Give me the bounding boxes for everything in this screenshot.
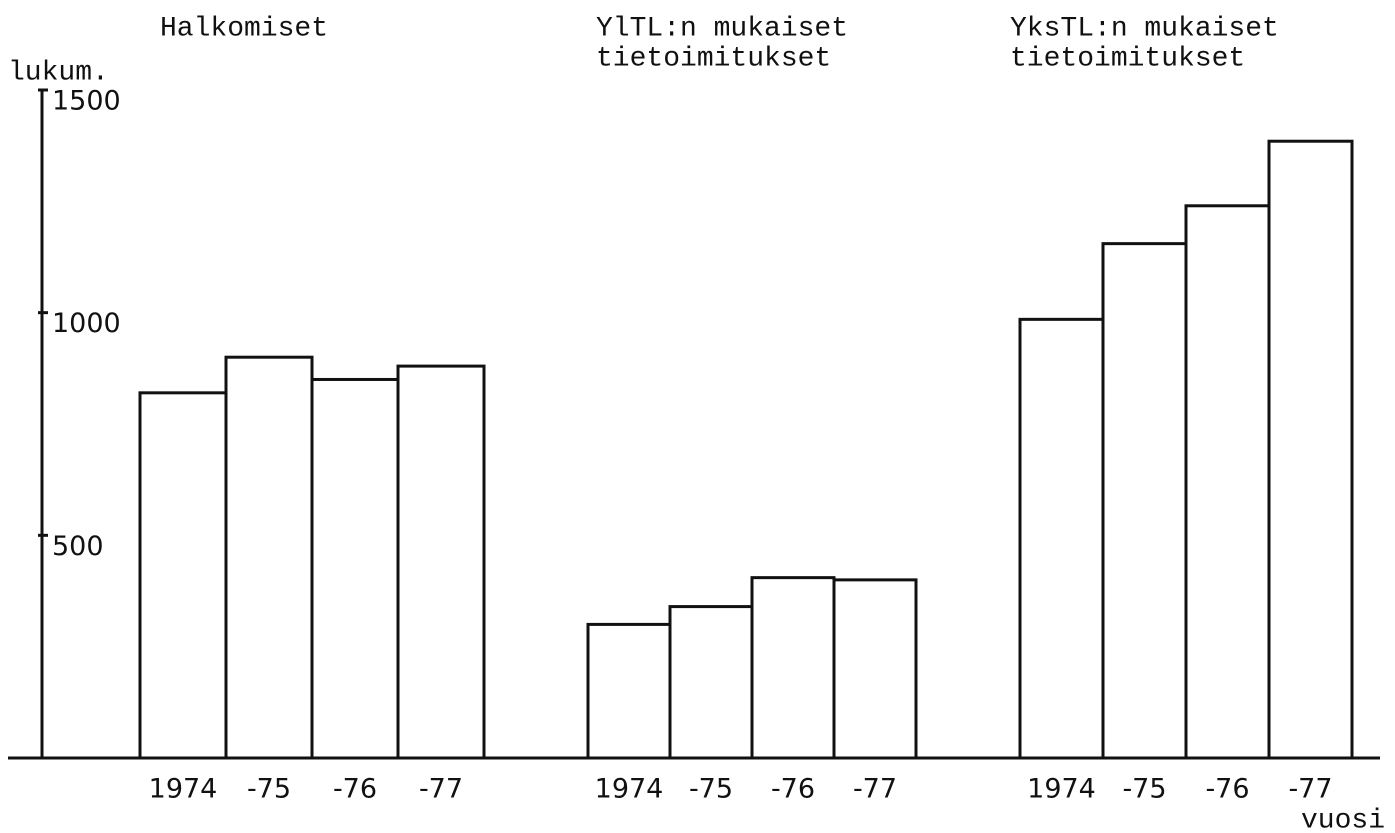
y-tick-label: 1000 <box>52 308 121 339</box>
x-tick-label: -75 <box>689 774 733 805</box>
x-tick-label: -77 <box>1288 774 1332 805</box>
y-tick-label: 500 <box>52 531 104 562</box>
bar <box>1101 242 1188 760</box>
group-title: tietoimitukset <box>596 43 831 74</box>
bar <box>396 364 486 760</box>
bar <box>832 578 918 760</box>
x-tick-label: -77 <box>419 774 463 805</box>
x-tick-label: -76 <box>1205 774 1249 805</box>
group-title: tietoimitukset <box>1010 43 1245 74</box>
x-tick-label: -76 <box>771 774 815 805</box>
group-title: YksTL:n mukaiset <box>1010 13 1279 44</box>
bar <box>1267 139 1354 760</box>
x-tick-label: -75 <box>1122 774 1166 805</box>
bar <box>138 391 228 760</box>
group-title: Halkomiset <box>160 13 328 44</box>
x-tick-label: -75 <box>247 774 291 805</box>
bar <box>310 377 400 760</box>
y-tick-label: 1500 <box>52 86 121 117</box>
x-tick-label: -76 <box>333 774 377 805</box>
bar <box>1184 204 1271 760</box>
bar <box>668 605 754 760</box>
x-tick-label: -77 <box>853 774 897 805</box>
group-title: YlTL:n mukaiset <box>596 13 848 44</box>
x-tick-label: 1974 <box>595 774 664 805</box>
bar <box>750 576 836 760</box>
bar <box>1018 317 1105 760</box>
x-axis-label: vuosi <box>1301 805 1385 833</box>
x-tick-label: 1974 <box>149 774 218 805</box>
bar <box>224 355 314 760</box>
x-tick-label: 1974 <box>1027 774 1096 805</box>
y-axis-label: lukum. <box>8 57 109 88</box>
bar <box>586 622 672 760</box>
